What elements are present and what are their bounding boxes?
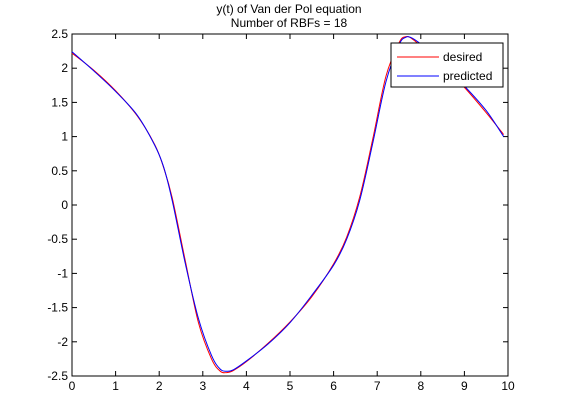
y-tick-label: 1: [61, 130, 68, 144]
y-tick-label: -2: [57, 335, 68, 349]
plot-area: [71, 33, 509, 377]
y-tick-label: -1.5: [47, 301, 68, 315]
series-line-predicted: [71, 36, 505, 372]
y-tick-label: -1: [57, 266, 68, 280]
chart-title: y(t) of Van der Pol equation: [216, 2, 361, 16]
x-tick-label: 4: [243, 379, 250, 393]
legend: desired predicted: [390, 42, 504, 88]
y-tick-label: 0.5: [51, 164, 68, 178]
x-tick-label: 5: [287, 379, 294, 393]
y-axis: 2.5 2 1.5 1 0.5 0 -0.5 -1 -1.5 -2 -2.5: [47, 27, 508, 383]
x-tick-label: 1: [112, 379, 119, 393]
x-tick-label: 3: [199, 379, 206, 393]
legend-box: [390, 42, 504, 88]
series-layer: [71, 35, 505, 374]
x-tick-label: 7: [374, 379, 381, 393]
chart-subtitle: Number of RBFs = 18: [231, 16, 348, 30]
y-tick-label: 1.5: [51, 95, 68, 109]
y-tick-label: 2: [61, 61, 68, 75]
y-tick-label: -2.5: [47, 369, 68, 383]
y-tick-label: 2.5: [51, 27, 68, 41]
legend-label-predicted: predicted: [443, 69, 492, 83]
x-tick-label: 9: [461, 379, 468, 393]
x-tick-label: 6: [330, 379, 337, 393]
x-tick-label: 0: [69, 379, 76, 393]
x-tick-label: 10: [501, 379, 515, 393]
y-tick-label: 0: [61, 198, 68, 212]
x-tick-label: 8: [417, 379, 424, 393]
x-axis: 0 1 2 3 4 5 6 7 8 9 10: [69, 34, 515, 393]
y-tick-label: -0.5: [47, 232, 68, 246]
x-tick-label: 2: [156, 379, 163, 393]
legend-label-desired: desired: [443, 50, 482, 64]
